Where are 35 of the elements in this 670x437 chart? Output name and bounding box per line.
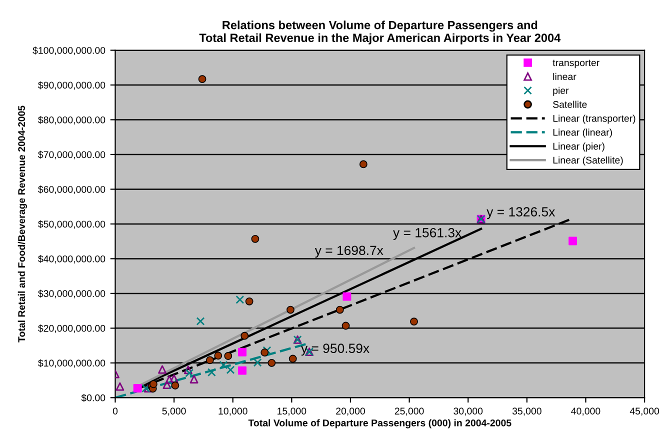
y-tick-label: $0.00	[81, 394, 106, 402]
legend-label: transporter	[552, 60, 600, 68]
x-tick-label: 25,000	[394, 408, 424, 416]
legend-label: Linear (Satellite)	[553, 156, 623, 166]
y-tick-label: $70,000,000.00	[38, 150, 106, 160]
annotation: y = 1326.5x	[486, 207, 556, 220]
legend-label: Satellite	[553, 100, 587, 108]
x-tick-label: 20,000	[336, 408, 365, 416]
y-tick-label: $10,000,000.00	[38, 359, 106, 368]
chart-title: Relations between Volume of Departure Passengers and Total Retail Revenue in the Major American Airports in Year 2004	[199, 20, 561, 44]
legend-label: Linear (transporter)	[553, 114, 636, 124]
annotation: y = 1698.7x	[314, 246, 384, 258]
y-tick-label: $100,000,000.00	[32, 46, 106, 56]
x-tick-label: 35,000	[512, 408, 542, 416]
y-tick-label: $20,000,000.00	[38, 324, 106, 333]
y-tick-label: $60,000,000.00	[38, 186, 106, 194]
x-tick-label: 0	[112, 408, 118, 415]
x-axis-title: Total Volume of Departure Passengers (000) in 2004-2005	[248, 419, 512, 428]
x-tick-label: 5,000	[162, 408, 186, 416]
legend-label: Linear (linear)	[553, 128, 612, 138]
x-tick-label: 30,000	[454, 408, 483, 416]
annotation: y = 1561.3x	[393, 228, 462, 240]
y-tick-label: $50,000,000.00	[38, 220, 106, 229]
x-tick-label: 10,000	[218, 408, 248, 416]
legend-label: pier	[553, 86, 569, 96]
legend-label: Linear (pier)	[553, 142, 604, 152]
legend-label: linear	[553, 72, 576, 80]
y-axis-title: Total Retail and Food/Beverage Revenue 2004-2005	[18, 106, 27, 342]
y-tick-label: $30,000,000.00	[38, 290, 106, 298]
y-tick-label: $80,000,000.00	[38, 116, 106, 125]
x-tick-label: 45,000	[630, 408, 660, 416]
y-tick-label: $90,000,000.00	[38, 81, 106, 90]
x-tick-label: 15,000	[278, 408, 306, 416]
x-tick-label: 40,000	[571, 408, 600, 416]
y-tick-label: $40,000,000.00	[38, 255, 106, 264]
